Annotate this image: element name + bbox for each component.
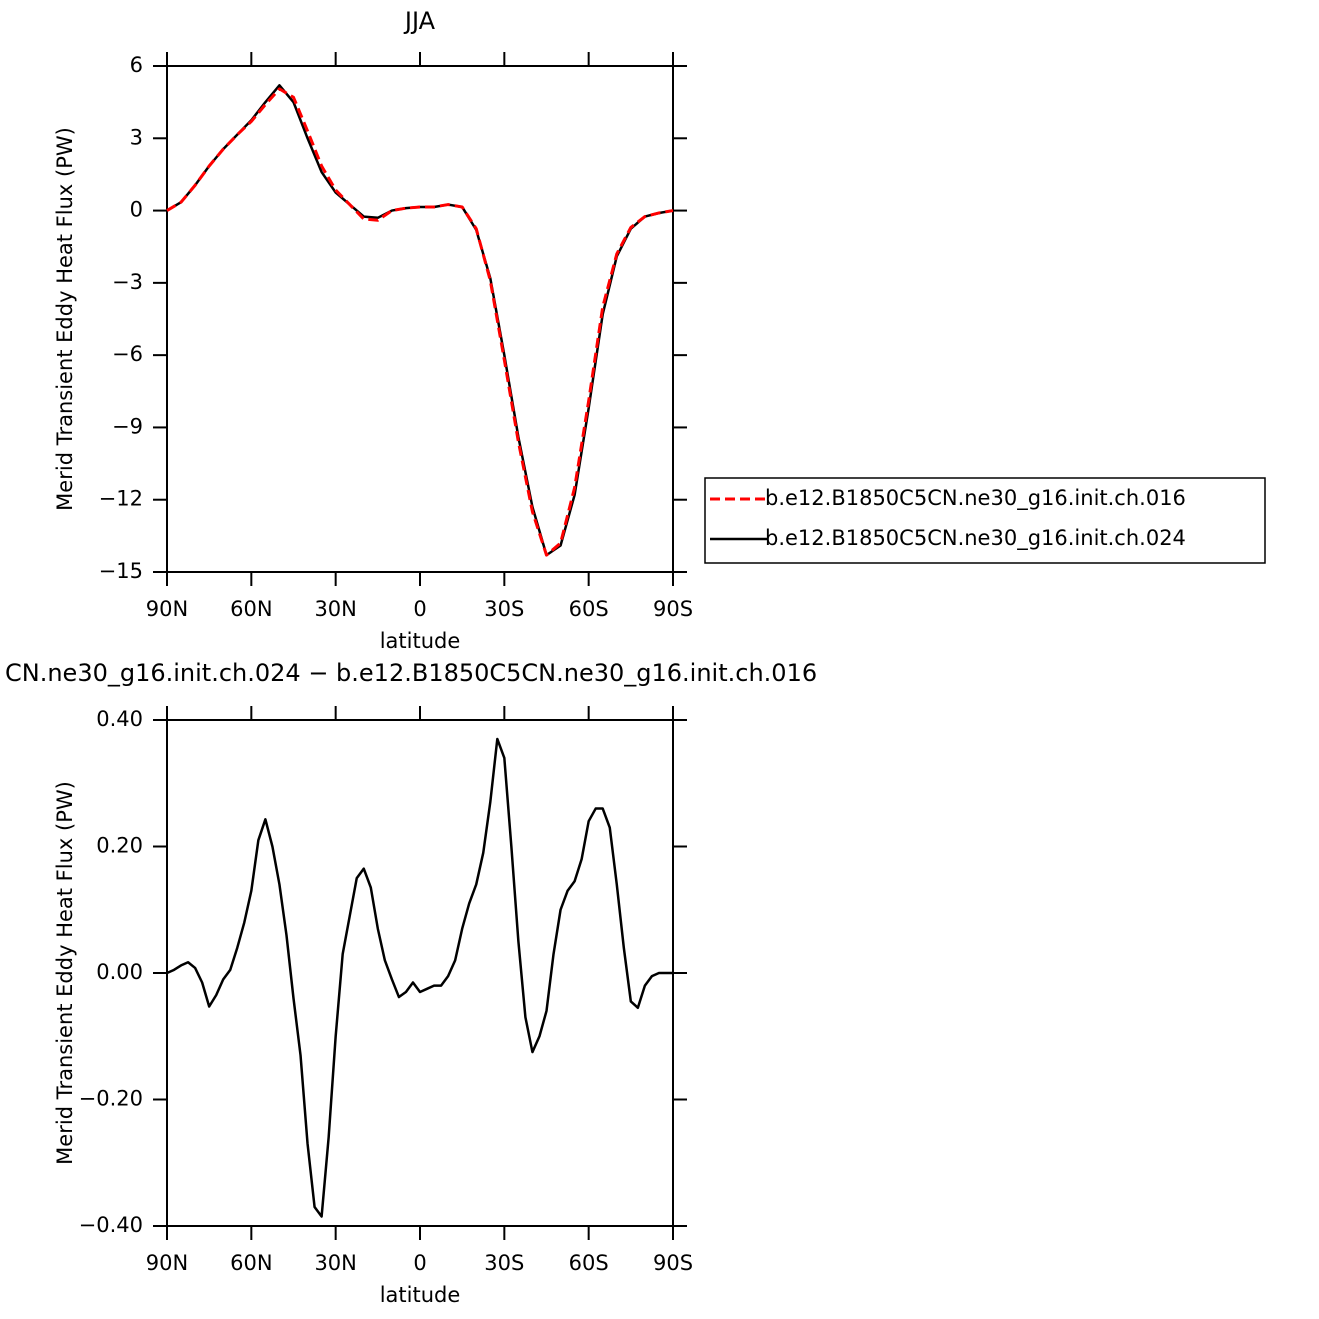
y-tick-label: −12 — [99, 487, 143, 511]
y-tick-label: 0 — [130, 198, 143, 222]
x-tick-label: 30N — [314, 597, 356, 621]
legend-label: b.e12.B1850C5CN.ne30_g16.init.ch.016 — [765, 486, 1186, 511]
y-tick-label: −0.20 — [79, 1087, 143, 1111]
legend-label: b.e12.B1850C5CN.ne30_g16.init.ch.024 — [765, 526, 1186, 551]
y-tick-label: −3 — [112, 270, 143, 294]
y-axis-label: Merid Transient Eddy Heat Flux (PW) — [53, 781, 77, 1165]
x-tick-label: 0 — [413, 1251, 426, 1275]
y-tick-label: −15 — [99, 559, 143, 583]
x-tick-label: 60N — [230, 597, 272, 621]
y-tick-label: 0.00 — [96, 960, 143, 984]
y-axis-label: Merid Transient Eddy Heat Flux (PW) — [53, 127, 77, 511]
x-tick-label: 60N — [230, 1251, 272, 1275]
chart-title: JJA — [403, 7, 436, 35]
series-line — [166, 737, 673, 1218]
x-tick-label: 60S — [569, 597, 609, 621]
y-tick-label: −6 — [112, 342, 143, 366]
y-tick-label: 6 — [130, 53, 143, 77]
y-tick-label: 3 — [130, 125, 143, 149]
x-tick-label: 90S — [653, 597, 693, 621]
y-tick-label: 0.20 — [96, 834, 143, 858]
legend-box — [704, 477, 1266, 564]
series-line — [166, 87, 674, 557]
x-tick-label: 90N — [146, 597, 188, 621]
x-tick-label: 0 — [413, 597, 426, 621]
x-axis-label: latitude — [380, 1283, 461, 1307]
x-tick-label: 30S — [484, 1251, 524, 1275]
y-tick-label: −9 — [112, 414, 143, 438]
plot-frame — [166, 65, 674, 573]
series-line — [166, 84, 674, 557]
y-tick-label: 0.40 — [96, 707, 143, 731]
chart-title: CN.ne30_g16.init.ch.024 − b.e12.B1850C5C… — [5, 659, 817, 687]
y-tick-label: −0.40 — [79, 1213, 143, 1237]
x-tick-label: 90N — [146, 1251, 188, 1275]
x-tick-label: 30N — [314, 1251, 356, 1275]
plot-frame — [166, 719, 674, 1227]
x-tick-label: 90S — [653, 1251, 693, 1275]
x-tick-label: 60S — [569, 1251, 609, 1275]
x-axis-label: latitude — [380, 629, 461, 653]
x-tick-label: 30S — [484, 597, 524, 621]
